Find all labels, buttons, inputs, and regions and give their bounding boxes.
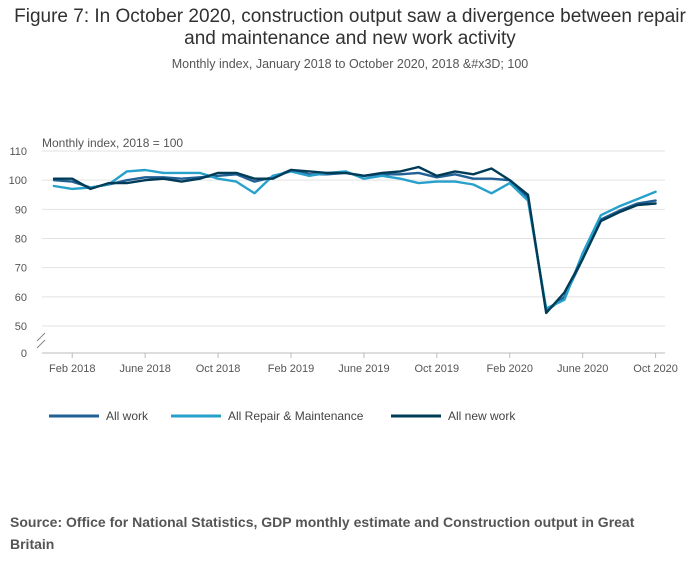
- legend-label-3: All new work: [448, 409, 516, 423]
- x-tick-label: Oct 2018: [196, 363, 241, 375]
- y-tick-label: 60: [15, 292, 27, 304]
- legend-label-2: All Repair & Maintenance: [228, 409, 364, 423]
- x-tick-label: June 2018: [119, 363, 170, 375]
- x-tick-label: June 2019: [338, 363, 389, 375]
- x-tick-label: Oct 2019: [415, 363, 460, 375]
- axis-break-mask: [34, 333, 48, 345]
- x-tick-label: Oct 2020: [633, 363, 678, 375]
- x-tick-label: Feb 2018: [49, 363, 95, 375]
- axis-break-mark: [36, 332, 46, 349]
- source-note: Source: Office for National Statistics, …: [10, 514, 635, 552]
- series-line-3: [52, 165, 657, 315]
- line-chart: Monthly index, 2018 = 100 0 50 60 70 80 90 100 1…: [9, 136, 678, 423]
- y-tick-label: 70: [15, 263, 27, 275]
- chart-subtitle: Monthly index, January 2018 to October 2…: [171, 57, 529, 71]
- series-line-2: [52, 168, 657, 310]
- y-axis-label: Monthly index, 2018 = 100: [42, 136, 183, 150]
- x-tick-label: June 2020: [557, 363, 608, 375]
- y-tick-label: 0: [21, 348, 27, 360]
- y-tick-label: 110: [9, 146, 27, 158]
- y-tick-label: 90: [15, 204, 27, 216]
- y-tick-label: 50: [15, 321, 27, 333]
- x-tick-label: Feb 2019: [268, 363, 314, 375]
- legend-label-1: All work: [106, 409, 149, 423]
- chart-title: Figure 7: In October 2020, construction …: [14, 6, 686, 49]
- x-tick-label: Feb 2020: [487, 363, 533, 375]
- y-tick-label: 80: [15, 234, 27, 246]
- y-tick-label: 100: [9, 175, 27, 187]
